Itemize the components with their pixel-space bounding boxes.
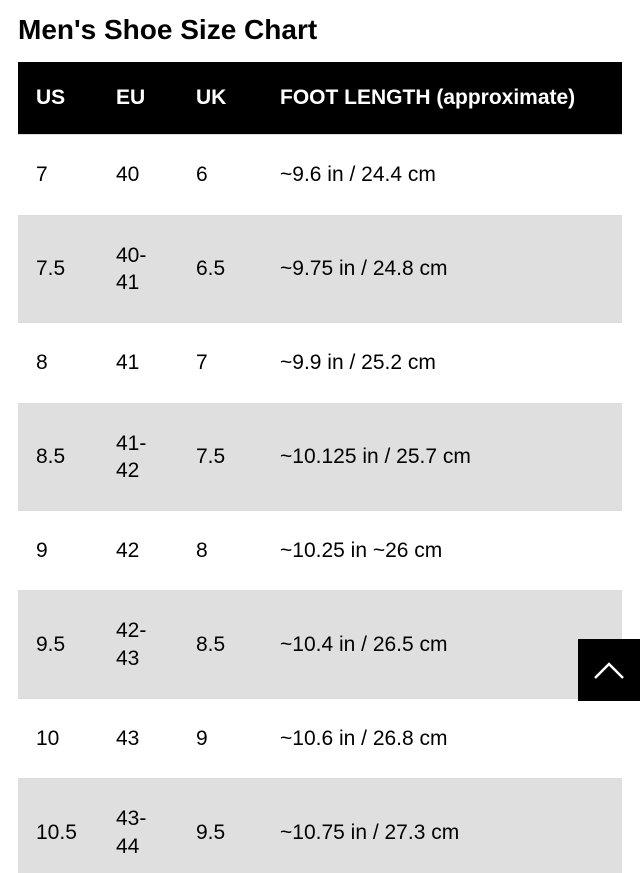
cell-len: ~10.75 in / 27.3 cm (262, 779, 622, 873)
cell-uk: 7.5 (178, 403, 262, 511)
table-row: 10 43 9 ~10.6 in / 26.8 cm (18, 699, 622, 779)
cell-uk: 8.5 (178, 591, 262, 699)
table-row: 9 42 8 ~10.25 in ~26 cm (18, 511, 622, 591)
cell-uk: 7 (178, 323, 262, 403)
cell-eu: 42 (98, 511, 178, 591)
cell-len: ~9.6 in / 24.4 cm (262, 135, 622, 215)
cell-uk: 9 (178, 699, 262, 779)
cell-len: ~10.4 in / 26.5 cm (262, 591, 622, 699)
cell-us: 8 (18, 323, 98, 403)
chevron-up-icon (592, 659, 626, 681)
page-title: Men's Shoe Size Chart (18, 14, 622, 46)
cell-uk: 9.5 (178, 779, 262, 873)
cell-us: 9.5 (18, 591, 98, 699)
col-header-foot-length: FOOT LENGTH (approximate) (262, 62, 622, 135)
table-body: 7 40 6 ~9.6 in / 24.4 cm 7.5 40-41 6.5 ~… (18, 135, 622, 873)
cell-len: ~10.125 in / 25.7 cm (262, 403, 622, 511)
table-row: 10.5 43-44 9.5 ~10.75 in / 27.3 cm (18, 779, 622, 873)
cell-eu: 40-41 (98, 215, 178, 323)
cell-us: 7 (18, 135, 98, 215)
cell-eu: 40 (98, 135, 178, 215)
table-row: 9.5 42-43 8.5 ~10.4 in / 26.5 cm (18, 591, 622, 699)
cell-us: 7.5 (18, 215, 98, 323)
cell-len: ~10.6 in / 26.8 cm (262, 699, 622, 779)
cell-eu: 41-42 (98, 403, 178, 511)
table-row: 7 40 6 ~9.6 in / 24.4 cm (18, 135, 622, 215)
cell-eu: 43 (98, 699, 178, 779)
cell-us: 8.5 (18, 403, 98, 511)
cell-us: 9 (18, 511, 98, 591)
table-header: US EU UK FOOT LENGTH (approximate) (18, 62, 622, 135)
cell-us: 10.5 (18, 779, 98, 873)
cell-uk: 6.5 (178, 215, 262, 323)
table-row: 8.5 41-42 7.5 ~10.125 in / 25.7 cm (18, 403, 622, 511)
col-header-eu: EU (98, 62, 178, 135)
page-root: Men's Shoe Size Chart US EU UK FOOT LENG… (0, 0, 640, 873)
cell-us: 10 (18, 699, 98, 779)
cell-uk: 6 (178, 135, 262, 215)
col-header-us: US (18, 62, 98, 135)
cell-uk: 8 (178, 511, 262, 591)
cell-eu: 43-44 (98, 779, 178, 873)
scroll-to-top-button[interactable] (578, 639, 640, 701)
cell-len: ~9.75 in / 24.8 cm (262, 215, 622, 323)
col-header-uk: UK (178, 62, 262, 135)
cell-eu: 42-43 (98, 591, 178, 699)
cell-eu: 41 (98, 323, 178, 403)
table-row: 7.5 40-41 6.5 ~9.75 in / 24.8 cm (18, 215, 622, 323)
table-row: 8 41 7 ~9.9 in / 25.2 cm (18, 323, 622, 403)
cell-len: ~9.9 in / 25.2 cm (262, 323, 622, 403)
cell-len: ~10.25 in ~26 cm (262, 511, 622, 591)
size-chart-table: US EU UK FOOT LENGTH (approximate) 7 40 … (18, 62, 622, 873)
